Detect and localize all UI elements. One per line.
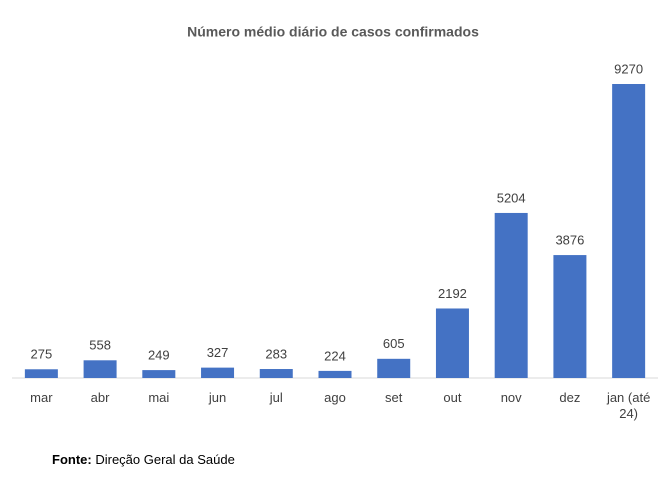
x-tick-label: ago <box>324 390 346 405</box>
value-label: 2192 <box>438 286 467 301</box>
value-label: 5204 <box>497 190 526 205</box>
x-tick-label: dez <box>559 390 581 405</box>
x-tick-label: nov <box>500 390 522 405</box>
value-label: 275 <box>31 347 53 362</box>
bar <box>83 360 117 378</box>
bar <box>318 370 352 378</box>
source: Fonte: Direção Geral da Saúde <box>52 452 235 467</box>
bar <box>201 367 235 378</box>
value-label: 3876 <box>555 233 584 248</box>
bar <box>142 370 176 378</box>
bar <box>494 212 528 378</box>
value-label: 283 <box>265 346 287 361</box>
value-label: 327 <box>207 345 229 360</box>
x-tick-label: jan (até 24) <box>606 390 651 421</box>
x-tick-label: mai <box>148 390 170 405</box>
source-label: Fonte: <box>52 452 92 467</box>
x-tick-label: abr <box>90 390 110 405</box>
bar <box>553 255 587 378</box>
source-text: Direção Geral da Saúde <box>95 452 235 467</box>
value-label: 605 <box>383 336 405 351</box>
value-label: 224 <box>324 348 346 363</box>
x-tick-label: mar <box>30 390 53 405</box>
chart-title: Número médio diário de casos confirmados <box>187 24 479 40</box>
x-tick-label: out <box>443 390 462 405</box>
x-tick-label: jul <box>269 390 283 405</box>
bar <box>435 308 469 378</box>
bar <box>24 369 58 378</box>
x-tick-label: set <box>385 390 403 405</box>
value-label: 558 <box>89 338 111 353</box>
bar <box>612 84 646 378</box>
bar <box>377 358 411 378</box>
value-label: 9270 <box>614 61 643 76</box>
bar <box>259 369 293 378</box>
value-label: 249 <box>148 348 170 363</box>
x-tick-label: jun <box>208 390 227 405</box>
